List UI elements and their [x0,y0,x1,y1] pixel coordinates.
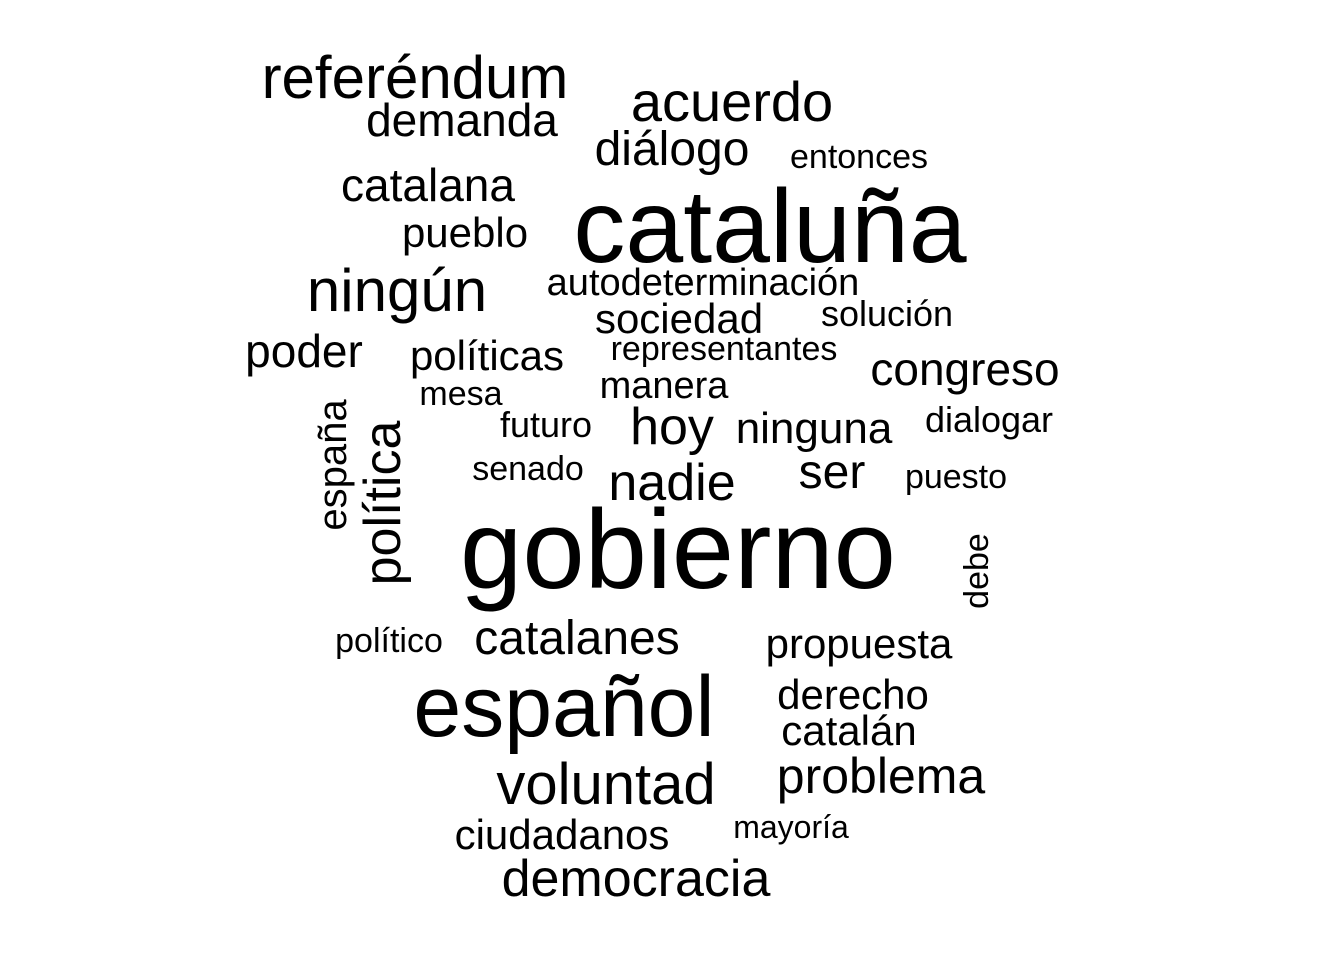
word-manera: manera [600,365,730,407]
word-dialogar: dialogar [925,399,1053,440]
word-gobierno: gobierno [460,487,896,612]
word-ser: ser [799,446,866,499]
word-entonces: entonces [790,138,928,176]
word-senado: senado [472,450,584,488]
word-puesto: puesto [905,458,1007,496]
word-democracia: democracia [502,850,771,908]
word-problema: problema [777,748,986,804]
word-hoy: hoy [630,398,714,456]
word-catalan: catalán [781,707,916,754]
word-congreso: congreso [870,343,1059,395]
word-politicas: políticas [410,332,564,379]
word-autodeterminacion: autodeterminación [547,262,860,304]
word-dialogo: diálogo [595,123,750,176]
word-espanol: español [413,659,714,755]
word-espana: españa [311,399,355,531]
word-catalana: catalana [341,159,515,211]
word-catalanes: catalanes [474,612,679,665]
word-poder: poder [245,325,363,377]
word-representantes: representantes [611,330,838,368]
word-voluntad: voluntad [496,752,715,817]
word-derecho: derecho [777,671,929,718]
word-solucion: solución [821,293,953,334]
word-sociedad: sociedad [595,295,763,342]
word-nadie: nadie [608,454,735,512]
word-debe: debe [958,533,996,609]
word-politico: político [335,622,443,660]
word-ciudadanos: ciudadanos [455,811,670,858]
word-mesa: mesa [419,375,502,413]
word-cataluna: cataluña [573,169,966,285]
word-ninguna: ninguna [736,404,893,453]
word-referendum: referéndum [262,44,569,111]
word-politica: política [354,421,412,586]
word-propuesta: propuesta [766,620,953,667]
word-futuro: futuro [500,404,592,445]
word-pueblo: pueblo [402,209,528,256]
word-acuerdo: acuerdo [631,70,833,133]
word-mayoria: mayoría [733,809,849,845]
word-ningun: ningún [307,257,487,324]
word-demanda: demanda [366,94,558,146]
